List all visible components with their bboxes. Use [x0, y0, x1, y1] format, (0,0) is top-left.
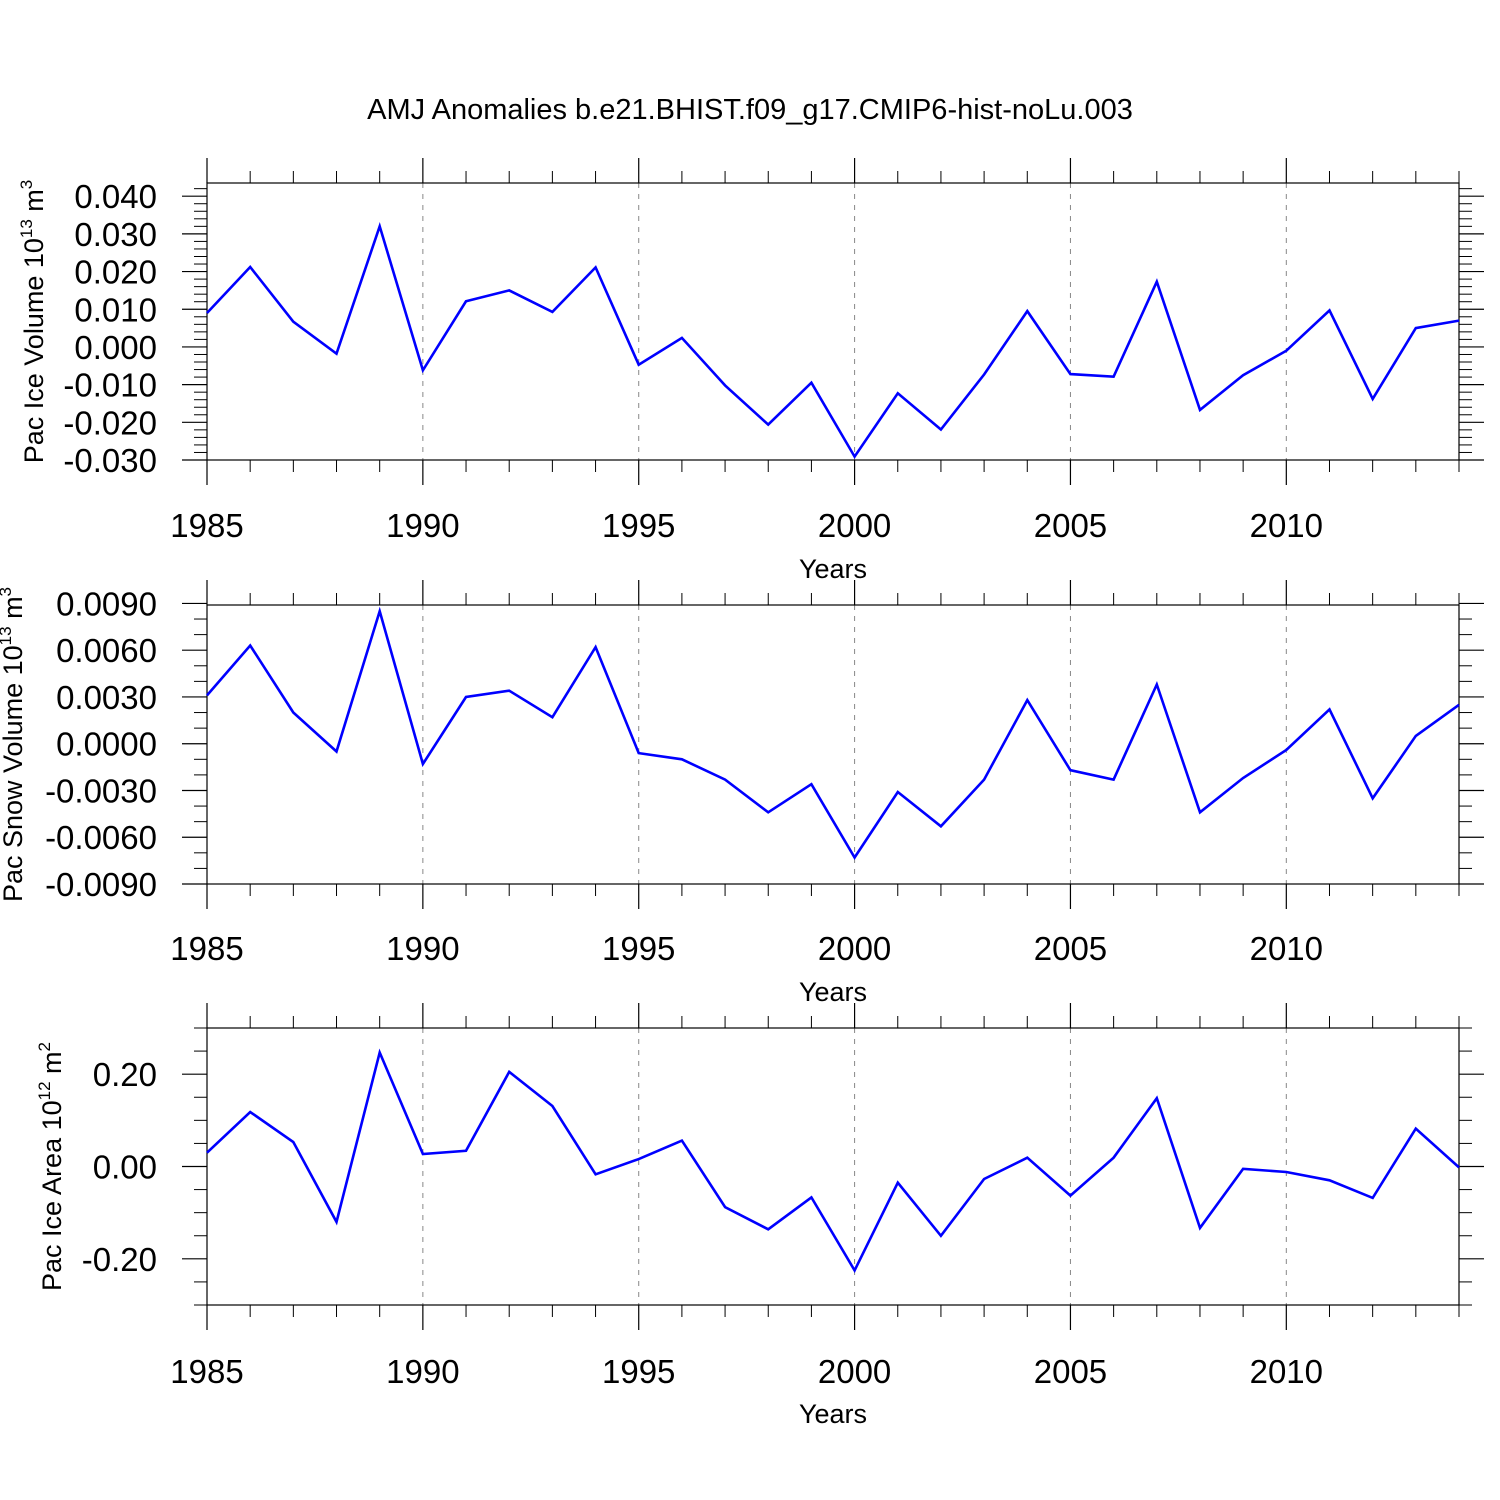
- x-tick-label: 1985: [170, 930, 243, 967]
- y-tick-label: 0.020: [74, 254, 157, 291]
- x-axis-title: Years: [799, 977, 867, 1007]
- y-tick-label: 0.0000: [56, 726, 157, 763]
- y-axis-title-part: m: [37, 1051, 67, 1081]
- x-tick-label: 2005: [1034, 1353, 1107, 1390]
- x-tick-label: 2010: [1250, 930, 1323, 967]
- y-tick-label: 0.0030: [56, 679, 157, 716]
- x-tick-label: 1985: [170, 1353, 243, 1390]
- y-axis-title-superscript: 3: [0, 587, 15, 596]
- y-tick-label: -0.010: [63, 367, 157, 404]
- y-axis-title-superscript: 12: [35, 1081, 54, 1100]
- plot-frame: [206, 604, 1460, 885]
- chart-panels: 1985 1990 1995 2000 2005 2010-0.030-0.020-0.0…: [0, 158, 1484, 1429]
- y-tick-label: 0.00: [93, 1149, 157, 1186]
- y-tick-label: -0.0030: [45, 772, 157, 809]
- x-tick-label: 1995: [602, 507, 675, 544]
- chart-panel-2: 1985 1990 1995 2000 2005 2010 -0.0090 -0.0060 -0…: [0, 580, 1484, 1007]
- series-line: [206, 606, 1460, 860]
- x-tick-label: 2010: [1250, 1353, 1323, 1390]
- x-axis-title: Years: [799, 1399, 867, 1429]
- x-tick-label: 2005: [1034, 930, 1107, 967]
- y-tick-label: 0.000: [74, 329, 157, 366]
- x-tick-label: 2005: [1034, 507, 1107, 544]
- x-tick-label: 1990: [386, 1353, 459, 1390]
- y-tick-label: -0.0060: [45, 819, 157, 856]
- x-axis-title: Years: [799, 554, 867, 584]
- series-line: [206, 222, 1460, 460]
- plot-frame: [206, 1027, 1460, 1306]
- y-axis-title-superscript: 3: [17, 180, 36, 189]
- y-tick-label: -0.020: [63, 404, 157, 441]
- x-tick-label: 1995: [602, 1353, 675, 1390]
- y-tick-label: 0.20: [93, 1056, 157, 1093]
- x-tick-label: 1985: [170, 507, 243, 544]
- y-tick-label: -0.030: [63, 442, 157, 479]
- chart-panel-3: 1985 1990 1995 2000 2005 2010 -0.20 0.00 0.20 Yea…: [35, 1003, 1484, 1429]
- y-axis-title-superscript: 2: [35, 1042, 54, 1051]
- y-axis-title-part: Pac Ice Volume 10: [19, 238, 49, 463]
- chart-panel-1: 1985 1990 1995 2000 2005 2010 -0.030-0.020-0.0…: [17, 158, 1484, 584]
- y-axis-title-superscript: 13: [17, 219, 36, 238]
- x-tick-label: 2010: [1250, 507, 1323, 544]
- x-tick-label: 2000: [818, 507, 891, 544]
- chart-title: AMJ Anomalies b.e21.BHIST.f09_g17.CMIP6-…: [367, 94, 1133, 126]
- y-tick-label: -0.0090: [45, 866, 157, 903]
- y-axis-title-part: Pac Ice Area 10: [37, 1100, 67, 1291]
- x-tick-label: 2000: [818, 930, 891, 967]
- y-tick-label: -0.20: [82, 1241, 157, 1278]
- y-axis-title-part: m: [19, 189, 49, 219]
- x-tick-label: 1990: [386, 507, 459, 544]
- y-tick-label: 0.0090: [56, 585, 157, 622]
- x-tick-label: 1990: [386, 930, 459, 967]
- y-axis-title: Pac Ice Area 1012 m2: [35, 1042, 67, 1291]
- y-tick-label: 0.0060: [56, 632, 157, 669]
- y-axis-title-superscript: 13: [0, 626, 15, 645]
- y-tick-label: 0.030: [74, 216, 157, 253]
- series-line: [206, 1048, 1460, 1274]
- y-axis-title: Pac Ice Volume 1013 m3: [17, 180, 49, 464]
- y-axis-title-part: Pac Snow Volume 10: [0, 645, 28, 902]
- y-tick-label: 0.010: [74, 291, 157, 328]
- y-tick-label: 0.040: [74, 178, 157, 215]
- x-tick-label: 2000: [818, 1353, 891, 1390]
- y-axis-title-part: m: [0, 596, 28, 626]
- y-axis-title: Pac Snow Volume 1013 m3: [0, 587, 28, 902]
- x-tick-label: 1995: [602, 930, 675, 967]
